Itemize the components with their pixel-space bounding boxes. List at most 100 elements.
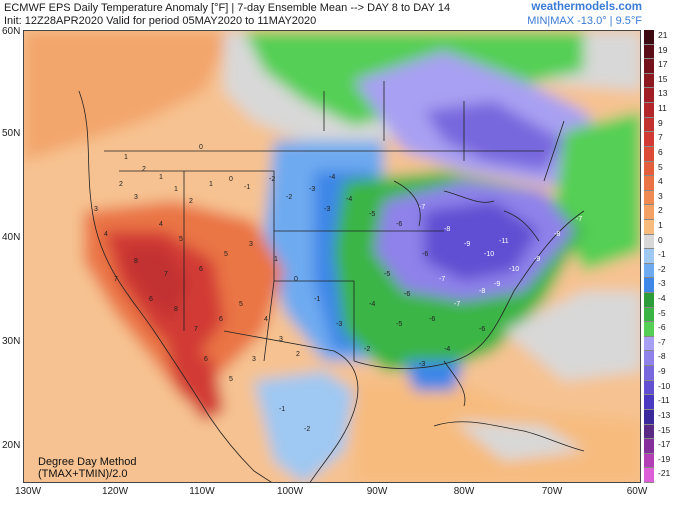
legend-entry: -11	[644, 395, 678, 410]
point-anomaly-label: -9	[534, 256, 540, 263]
point-anomaly-label: 5	[229, 376, 233, 383]
point-anomaly-label: -2	[269, 176, 275, 183]
legend-label: -7	[658, 336, 666, 347]
point-anomaly-label: 1	[174, 186, 178, 193]
legend-label: 13	[658, 88, 668, 99]
legend-label: -1	[658, 249, 666, 260]
legend-label: -19	[658, 453, 671, 464]
point-anomaly-label: -5	[369, 211, 375, 218]
point-anomaly-label: -6	[429, 316, 435, 323]
point-anomaly-label: 3	[134, 194, 138, 201]
legend-entry: -8	[644, 351, 678, 367]
legend-entry: -21	[644, 468, 678, 483]
legend-swatch	[644, 44, 654, 60]
legend-entry: -5	[644, 307, 678, 323]
minmax-readout: MIN|MAX -13.0° | 9.5°F	[527, 15, 642, 27]
point-anomaly-label: -9	[494, 281, 500, 288]
point-anomaly-label: -1	[314, 296, 320, 303]
point-anomaly-label: -1	[279, 406, 285, 413]
legend-label: 17	[658, 59, 668, 70]
point-anomaly-label: -3	[309, 186, 315, 193]
point-anomaly-label: -5	[384, 271, 390, 278]
point-anomaly-label: 5	[239, 301, 243, 308]
point-anomaly-label: 2	[296, 351, 300, 358]
legend-entry: -6	[644, 322, 678, 337]
point-anomaly-label: 4	[159, 221, 163, 228]
legend-entry: 15	[644, 73, 678, 89]
point-anomaly-label: -3	[336, 321, 342, 328]
legend-entry: 5	[644, 161, 678, 177]
point-anomaly-label: 6	[204, 356, 208, 363]
map-title: ECMWF EPS Daily Temperature Anomaly [°F]…	[4, 2, 451, 14]
legend-entry: 11	[644, 103, 678, 118]
legend-label: 0	[658, 234, 663, 245]
legend-swatch	[644, 395, 654, 410]
brand-link[interactable]: weathermodels.com	[531, 1, 642, 13]
legend-entry: -7	[644, 336, 678, 352]
point-anomaly-label: 0	[199, 144, 203, 151]
legend-swatch	[644, 336, 654, 352]
point-anomaly-label: -2	[286, 194, 292, 201]
legend-label: 19	[658, 44, 668, 55]
point-anomaly-label: 3	[94, 206, 98, 213]
legend-swatch	[644, 307, 654, 323]
legend-label: -6	[658, 322, 666, 333]
legend-swatch	[644, 103, 654, 118]
point-anomaly-label: -7	[439, 276, 445, 283]
point-anomaly-label: -4	[369, 301, 375, 308]
legend-label: -4	[658, 293, 666, 304]
legend-label: 2	[658, 205, 663, 216]
point-anomaly-label: 1	[124, 154, 128, 161]
lon-label-120w: 120W	[101, 486, 129, 497]
lon-label-70w: 70W	[541, 486, 563, 497]
legend-label: -5	[658, 307, 666, 318]
point-anomaly-label: -6	[396, 221, 402, 228]
point-anomaly-label: -10	[509, 266, 519, 273]
point-anomaly-label: -6	[404, 291, 410, 298]
legend-swatch	[644, 468, 654, 483]
legend-label: -8	[658, 351, 666, 362]
legend-swatch	[644, 176, 654, 191]
legend-swatch	[644, 73, 654, 89]
point-anomaly-label: 4	[264, 316, 268, 323]
point-anomaly-label: -6	[422, 251, 428, 258]
point-anomaly-label: -2	[304, 426, 310, 433]
legend-entry: 4	[644, 176, 678, 191]
legend-label: 4	[658, 176, 663, 187]
point-anomaly-label: -8	[444, 226, 450, 233]
point-anomaly-label: -2	[364, 346, 370, 353]
point-anomaly-label: 6	[149, 296, 153, 303]
legend-swatch	[644, 409, 654, 425]
legend-label: -2	[658, 263, 666, 274]
legend-swatch	[644, 205, 654, 220]
point-anomaly-label: 3	[252, 356, 256, 363]
map-canvas: 0121231210-1-2-2-3-4-3-4-5-6-7-8-9-10-11…	[24, 31, 640, 482]
lat-label-50n: 50N	[2, 128, 21, 139]
legend-swatch	[644, 453, 654, 469]
point-anomaly-label: -11	[499, 238, 509, 245]
legend-entry: -13	[644, 409, 678, 425]
legend-entry: 17	[644, 59, 678, 74]
lon-label-90w: 90W	[366, 486, 388, 497]
legend-swatch	[644, 30, 654, 45]
legend-swatch	[644, 322, 654, 337]
point-anomaly-label: 5	[224, 251, 228, 258]
legend-label: 6	[658, 146, 663, 157]
legend-entry: -1	[644, 249, 678, 264]
point-anomaly-label: -3	[324, 206, 330, 213]
legend-entry: -10	[644, 380, 678, 396]
legend-label: -10	[658, 380, 671, 391]
anomaly-fill	[24, 31, 640, 482]
legend-entry: -15	[644, 424, 678, 440]
legend-swatch	[644, 59, 654, 74]
legend-entry: 13	[644, 88, 678, 104]
legend-entry: -2	[644, 263, 678, 279]
color-legend: 21 19 17 15 13 11 9 7 6 5 4 3 2 1 0 -1 -2 -3 -4 -5 -6 -7 -8 -9-…	[644, 30, 678, 483]
point-anomaly-label: -7	[576, 216, 582, 223]
legend-swatch	[644, 161, 654, 177]
point-anomaly-label: 2	[189, 198, 193, 205]
point-anomaly-label: -1	[244, 184, 250, 191]
point-anomaly-label: -9	[464, 241, 470, 248]
point-anomaly-label: -8	[479, 288, 485, 295]
legend-swatch	[644, 439, 654, 454]
